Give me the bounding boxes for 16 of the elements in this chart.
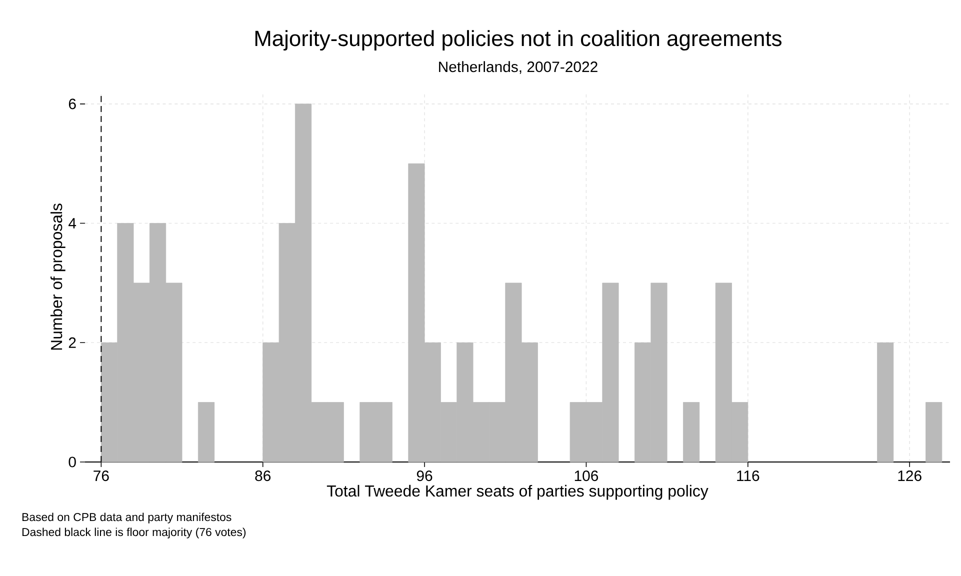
- chart-title: Majority-supported policies not in coalition agreements: [255, 30, 782, 51]
- text: Based on CPB data and party manifestos: [22, 512, 232, 524]
- x-tick-label: 86: [255, 470, 271, 482]
- x-tick-label: 126: [898, 470, 922, 482]
- y-tick-label: 2: [68, 337, 76, 348]
- x-axis-title: Total Tweede Kamer seats of parties supporting policy: [326, 484, 708, 500]
- text: Dashed black line is floor majority (76 votes): [22, 528, 246, 538]
- y-tick-label: 0: [68, 456, 76, 468]
- y-tick-label: 4: [68, 218, 76, 228]
- chart-subtitle: Netherlands, 2007-2022: [439, 61, 598, 74]
- y-tick-label: 6: [68, 98, 76, 110]
- x-tick-label: 116: [737, 470, 760, 482]
- x-tick-label: 96: [416, 470, 432, 482]
- x-tick-label: 106: [574, 470, 598, 482]
- y-axis-title: Number of proposals: [50, 204, 66, 350]
- x-tick-label: 76: [94, 470, 109, 482]
